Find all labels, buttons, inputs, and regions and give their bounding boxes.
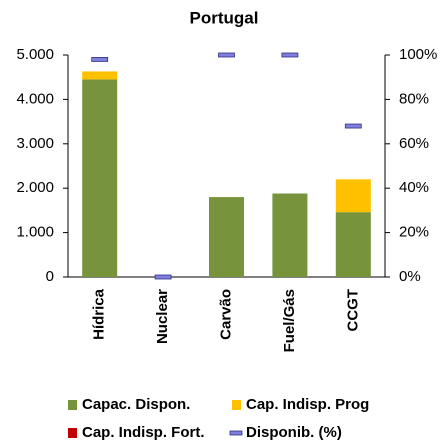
legend-swatch [229, 430, 243, 436]
y2-tick-label: 60% [399, 135, 429, 152]
legend-swatch [68, 428, 77, 438]
bar [335, 179, 371, 213]
y-tick-label: 3.000 [16, 135, 54, 152]
legend-swatch [232, 400, 241, 410]
bar [82, 79, 118, 277]
x-tick-label: Hídrica [91, 288, 108, 340]
x-tick-label: Carvão [217, 289, 234, 340]
marker [91, 57, 109, 62]
bar [272, 193, 308, 277]
x-tick-label: Fuel/Gás [281, 289, 298, 352]
y2-tick-label: 40% [399, 179, 429, 196]
marker [281, 52, 299, 58]
x-tick-label: Nuclear [154, 289, 171, 344]
legend-label: Disponib. (%) [246, 424, 342, 441]
bar [209, 197, 244, 277]
marker [218, 52, 235, 58]
chart-title: Portugal [190, 8, 259, 27]
y2-tick-label: 100% [399, 46, 437, 63]
legend-label: Capac. Dispon. [82, 396, 190, 413]
legend-swatch [68, 400, 77, 410]
x-tick-label: CCGT [344, 289, 361, 332]
marker [154, 274, 172, 280]
bar [82, 71, 118, 80]
y2-tick-label: 20% [399, 224, 429, 241]
y2-tick-label: 80% [399, 90, 429, 107]
bar [335, 212, 371, 277]
y-tick-label: 1.000 [16, 224, 54, 241]
y-tick-label: 0 [46, 268, 54, 285]
y-tick-label: 4.000 [16, 90, 54, 107]
y-tick-label: 5.000 [16, 46, 54, 63]
marker [344, 123, 362, 129]
legend-label: Cap. Indisp. Prog [246, 396, 369, 413]
y-tick-label: 2.000 [16, 179, 54, 196]
legend-label: Cap. Indisp. Fort. [82, 424, 205, 441]
y2-tick-label: 0% [399, 268, 421, 285]
